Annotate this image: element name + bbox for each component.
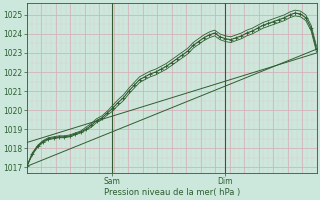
X-axis label: Pression niveau de la mer( hPa ): Pression niveau de la mer( hPa ) <box>104 188 240 197</box>
